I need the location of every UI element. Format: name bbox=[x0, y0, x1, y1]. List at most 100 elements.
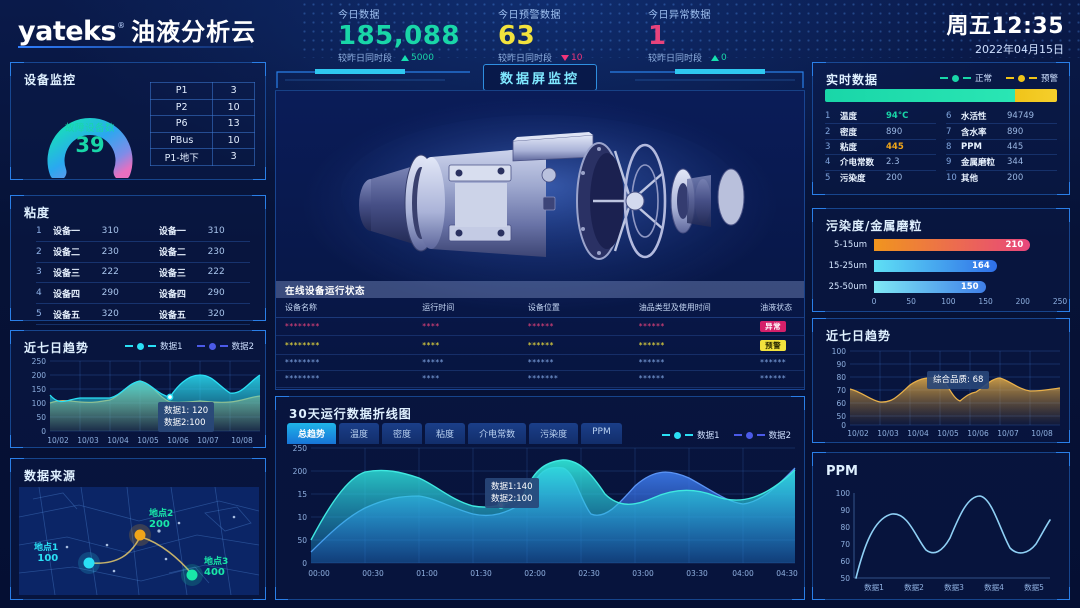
device-name-left: 设备五 bbox=[52, 310, 80, 321]
metric-index: 8 bbox=[946, 141, 952, 152]
device-name: P2 bbox=[149, 98, 214, 116]
table-row[interactable]: ******** **** ******* ****** ****** bbox=[276, 370, 804, 388]
svg-text:70: 70 bbox=[840, 540, 850, 549]
realtime-metrics-grid: 1 温度 94°C 2 密度 890 3 粘度 445 4 介电常数 2 bbox=[825, 109, 1057, 186]
legend-dot-icon bbox=[674, 431, 682, 439]
kpi-footer: 较昨日同时段 5000 bbox=[338, 51, 498, 65]
svg-text:50: 50 bbox=[297, 536, 307, 545]
metric-value: 445 bbox=[1007, 141, 1024, 152]
clock: 周五12:35 2022年04月15日 bbox=[946, 8, 1064, 57]
cell-oil-type: ****** bbox=[629, 354, 752, 372]
kpi-today-data: 今日数据 185,088 较昨日同时段 5000 bbox=[338, 6, 498, 64]
col-location: 设备位置 bbox=[518, 298, 630, 318]
legend-item[interactable]: 数据2 bbox=[196, 340, 254, 352]
cell-location: ****** bbox=[518, 354, 630, 372]
metric-row: 8 PPM 445 bbox=[946, 140, 1057, 156]
ratio-segment-warning bbox=[1015, 89, 1057, 102]
svg-text:00:30: 00:30 bbox=[362, 569, 384, 578]
table-row: 5 设备五 320 设备五 320 bbox=[36, 304, 250, 325]
svg-text:50: 50 bbox=[36, 413, 46, 422]
data-source-map[interactable] bbox=[19, 487, 259, 595]
online-status-table: 设备名称 运行时间 设备位置 油品类型及使用时间 油液状态 ******** *… bbox=[276, 298, 804, 389]
table-row[interactable]: ******** **** ****** ****** ****** bbox=[276, 387, 804, 389]
svg-text:10/03: 10/03 bbox=[77, 436, 99, 445]
gauge-value: 39 bbox=[75, 133, 105, 157]
center-title: 数据屏监控 bbox=[482, 64, 598, 91]
tooltip-line-1: 数据1:140 bbox=[491, 482, 533, 492]
svg-text:10/06: 10/06 bbox=[167, 436, 189, 445]
tab-dielectric[interactable]: 介电常数 bbox=[468, 423, 527, 444]
bar-fill: 210 bbox=[874, 238, 1031, 251]
metric-name: 其他 bbox=[961, 174, 979, 185]
axis-tick: 50 bbox=[906, 297, 916, 306]
svg-text:100: 100 bbox=[832, 347, 847, 356]
table-row: P1 3 bbox=[149, 82, 255, 100]
svg-text:10/08: 10/08 bbox=[1031, 429, 1053, 438]
metric-row: 1 温度 94°C bbox=[825, 109, 936, 125]
bar-label: 15-25um bbox=[828, 260, 867, 271]
table-row: P6 13 bbox=[149, 115, 255, 133]
metric-name: 介电常数 bbox=[840, 158, 875, 169]
device-name-left: 设备三 bbox=[52, 268, 80, 279]
tab-contamination[interactable]: 污染度 bbox=[529, 423, 579, 444]
kpi-delta: 0 bbox=[711, 53, 727, 63]
svg-text:10/04: 10/04 bbox=[907, 429, 929, 438]
svg-text:02:00: 02:00 bbox=[524, 569, 546, 578]
panel-data-source: 数据来源 bbox=[10, 458, 266, 600]
device-value-left: 222 bbox=[101, 267, 119, 278]
tab-viscosity[interactable]: 粘度 bbox=[425, 423, 466, 444]
svg-text:250: 250 bbox=[293, 444, 308, 453]
legend-item[interactable]: 数据1 bbox=[125, 340, 183, 352]
bar-value: 210 bbox=[1005, 239, 1024, 250]
tab-temperature[interactable]: 温度 bbox=[339, 423, 380, 444]
cell-device-name: ******** bbox=[276, 354, 414, 372]
panel-title: PPM bbox=[826, 464, 858, 479]
cell-oil-type: ****** bbox=[629, 387, 752, 389]
device-value-right: 290 bbox=[207, 288, 225, 299]
tooltip-line-2: 数据2:100 bbox=[491, 494, 533, 504]
cell-location: ****** bbox=[518, 317, 630, 337]
bar-fill: 164 bbox=[874, 259, 997, 272]
kpi-value: 185,088 bbox=[338, 21, 460, 51]
svg-text:03:00: 03:00 bbox=[632, 569, 654, 578]
legend-item[interactable]: 数据2 bbox=[733, 429, 791, 441]
device-name: P6 bbox=[149, 115, 214, 133]
bar-value: 150 bbox=[960, 281, 979, 292]
tab-density[interactable]: 密度 bbox=[382, 423, 423, 444]
table-row[interactable]: ******** ***** ****** ****** ****** bbox=[276, 354, 804, 372]
svg-text:250: 250 bbox=[32, 357, 47, 366]
cell-status: ****** bbox=[751, 354, 804, 372]
brand-cn-text: 油液分析云 bbox=[131, 18, 257, 46]
kpi-value: 1 bbox=[648, 21, 667, 51]
axis-tick: 250 bbox=[1052, 297, 1068, 306]
tab-ppm[interactable]: PPM bbox=[581, 423, 622, 444]
metric-row: 9 金属磨粒 344 bbox=[946, 155, 1057, 171]
kpi-label: 今日预警数据 bbox=[498, 10, 561, 21]
table-row: PBus 10 bbox=[149, 131, 255, 149]
tab-total-trend[interactable]: 总趋势 bbox=[287, 423, 337, 444]
device-name: P1 bbox=[149, 82, 214, 100]
metric-value: 890 bbox=[886, 126, 903, 137]
col-oil-status: 油液状态 bbox=[751, 298, 804, 318]
metric-name: 污染度 bbox=[840, 174, 866, 185]
svg-text:04:30: 04:30 bbox=[776, 569, 798, 578]
line30-chart: 250 200 15 10 50 0 00:00 00:30 01:00 01:30 02… bbox=[293, 444, 798, 578]
legend-label: 预警 bbox=[1040, 74, 1058, 84]
cell-status: ****** bbox=[751, 370, 804, 388]
legend-item[interactable]: 数据1 bbox=[662, 429, 720, 441]
metric-index: 6 bbox=[946, 111, 952, 122]
cell-oil-type: ****** bbox=[629, 370, 752, 388]
table-row[interactable]: ******** **** ****** ****** 异常 bbox=[276, 317, 804, 337]
legend-dot-icon bbox=[137, 342, 145, 350]
bar-row: 15-25um 164 bbox=[822, 255, 1060, 276]
legend-item-normal[interactable]: 正常 bbox=[939, 72, 992, 84]
legend-label: 正常 bbox=[974, 74, 992, 84]
legend-item-warning[interactable]: 预警 bbox=[1005, 72, 1058, 84]
cell-oil-type: ****** bbox=[629, 335, 752, 355]
device-value-right: 230 bbox=[207, 246, 225, 257]
registered-mark-icon: ® bbox=[117, 21, 126, 30]
bar-row: 5-15um 210 bbox=[822, 234, 1060, 255]
status-badge: 异常 bbox=[760, 321, 787, 333]
axis-tick: 100 bbox=[941, 297, 956, 306]
table-row[interactable]: ******** **** ****** ****** 预警 bbox=[276, 335, 804, 355]
